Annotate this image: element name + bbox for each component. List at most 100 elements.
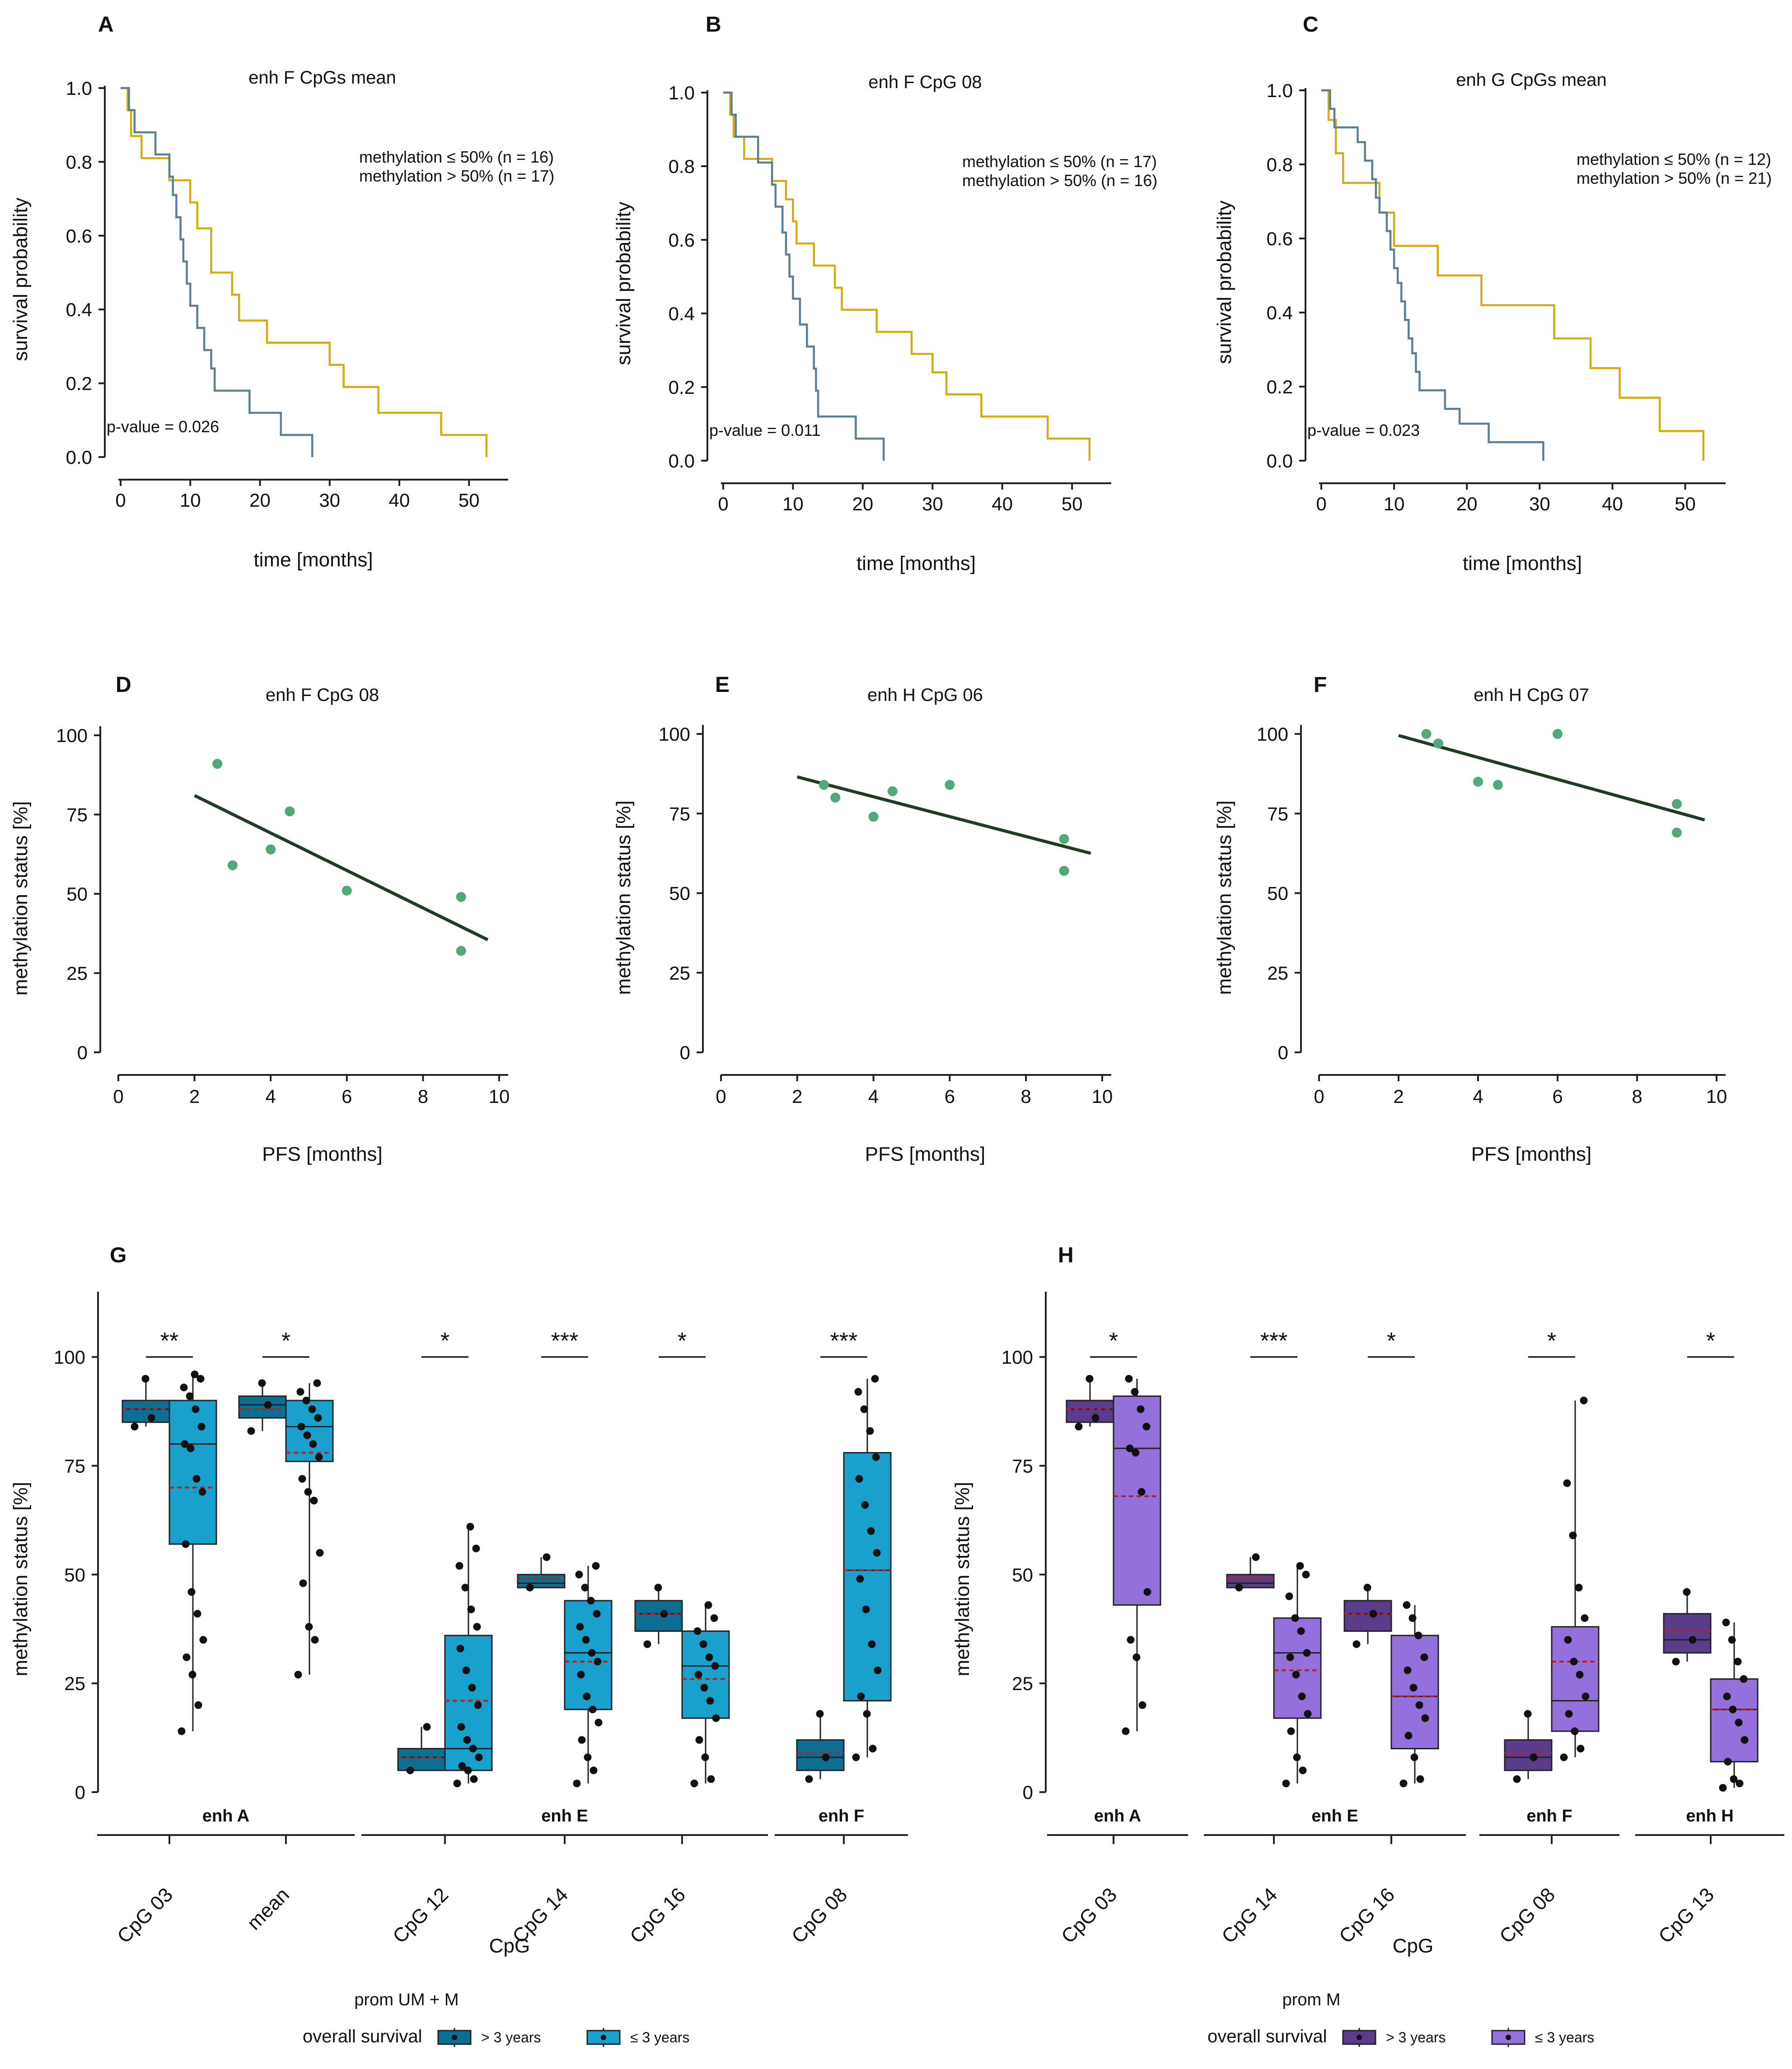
x-tick-label: CpG 16 [626,1883,690,1948]
significance-stars: * [281,1328,290,1354]
legend-entry: methylation ≤ 50% (n = 16) [359,148,554,166]
panel-letter: D [116,673,131,697]
y-tick-label: 25 [64,1673,85,1694]
box-le3y-point [1142,1423,1151,1431]
box-le3y-point [1282,1779,1290,1788]
legend-key-box [1342,2030,1376,2045]
box-le3y-point [867,1527,875,1535]
box-le3y-point [1735,1719,1743,1727]
y-axis-label: survival probability [1213,201,1235,364]
box-gt3y-point [1530,1753,1538,1761]
box-gt3y-point [1513,1775,1521,1783]
box-gt3y-point [543,1553,551,1561]
box-le3y-point [473,1623,481,1631]
significance-stars: ** [160,1328,178,1354]
box-le3y-point [855,1475,863,1483]
box-le3y-box [1390,1635,1439,1750]
box-le3y-point [1125,1375,1133,1383]
box-le3y-point [194,1701,202,1709]
x-tick-label: 6 [1552,1086,1563,1107]
x-tick-label: 0 [716,1086,726,1107]
box-le3y-point [472,1544,480,1552]
box-le3y-point [192,1475,201,1483]
panel-letter: E [715,673,730,697]
box-le3y-point [592,1562,600,1570]
x-tick-label: CpG 16 [1335,1883,1399,1948]
legend-entry: methylation > 50% (n = 21) [1577,169,1772,187]
y-tick-label: 0.2 [66,373,92,394]
box-le3y-point [475,1753,483,1761]
y-tick-label: 25 [1012,1673,1033,1694]
box-le3y-box [843,1452,892,1702]
significance-stars: * [440,1328,449,1354]
box-le3y-point [578,1736,586,1744]
legend-title: prom M [1282,1990,1341,2009]
x-tick-label: 20 [852,493,874,514]
box-le3y-point [1728,1636,1736,1644]
box-le3y-point [1296,1562,1304,1570]
box-le3y-point [1730,1775,1738,1783]
box-le3y-point [589,1705,597,1714]
x-tick-label: 8 [418,1086,428,1107]
box-gt3y-point [643,1640,651,1648]
y-tick-label: 100 [1257,724,1288,745]
x-tick-label: 40 [389,490,410,511]
box-le3y-point [1409,1684,1418,1692]
box-le3y-point [310,1496,318,1504]
box-gt3y-box [1226,1574,1275,1588]
box-le3y-point [294,1671,302,1679]
box-le3y-point [590,1766,598,1775]
box-le3y-point [455,1562,463,1570]
box-le3y-point [1137,1405,1145,1413]
y-tick-label: 0.2 [1267,376,1293,397]
survival-curve-low [121,87,488,457]
x-tick-label: 40 [1602,493,1623,514]
chart-title: enh H CpG 06 [867,685,983,705]
y-axis-label: methylation status [%] [613,800,635,995]
box-le3y-point [1722,1618,1730,1626]
x-tick-label: 0 [1314,1086,1324,1107]
box-le3y-point [695,1736,703,1744]
box-gt3y-point [660,1610,668,1618]
significance-stars: * [1109,1328,1118,1354]
box-gt3y-point [1689,1636,1697,1644]
box-le3y-point [296,1388,304,1396]
y-tick-label: 75 [66,804,88,826]
box-le3y-point [854,1388,862,1396]
y-tick-label: 50 [669,883,690,904]
box-le3y-point [1741,1736,1749,1744]
box-le3y-point [1560,1753,1568,1761]
box-le3y-point [1734,1658,1742,1666]
box-gt3y-box [1343,1600,1392,1632]
box-le3y-point [468,1684,476,1692]
p-value-label: p-value = 0.023 [1307,421,1420,439]
box-le3y-point [699,1640,707,1648]
x-tick-label: CpG 13 [1654,1883,1718,1948]
box-le3y-point [1564,1636,1572,1644]
y-tick-label: 0.6 [669,229,695,251]
y-tick-label: 50 [66,883,88,905]
y-tick-label: 75 [64,1455,85,1476]
box-gt3y-point [1085,1375,1094,1383]
legend-item-label: ≤ 3 years [630,2029,689,2046]
box-le3y-point [1581,1614,1589,1622]
box-le3y-point [581,1583,589,1592]
x-tick-label: 10 [489,1086,510,1107]
box-le3y-point [453,1779,461,1788]
box-le3y-point [711,1662,719,1670]
box-le3y-point [180,1383,188,1392]
x-tick-label: CpG 12 [388,1883,453,1948]
data-point [868,812,879,822]
box-le3y-point [1410,1753,1418,1761]
y-tick-label: 0.0 [669,450,695,472]
box-gt3y-point [654,1583,662,1592]
x-tick-label: 6 [342,1086,352,1107]
box-gt3y-box [1504,1739,1553,1771]
x-tick-label: 50 [459,490,480,511]
box-gt3y-point [423,1723,431,1731]
chart-title: enh H CpG 07 [1474,685,1589,705]
box-le3y-point [1137,1488,1146,1496]
